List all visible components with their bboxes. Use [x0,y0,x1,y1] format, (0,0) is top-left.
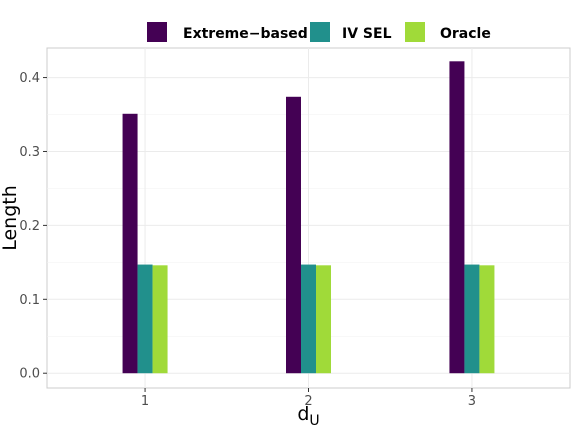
legend-item-oracle: Oracle [405,22,491,42]
bar-oracle-3 [479,265,495,374]
legend: Extreme−based IV SEL Oracle [147,22,491,42]
legend-label: IV SEL [342,26,392,42]
bar-iv-sel-1 [137,264,153,374]
y-tick-label: 0.3 [19,145,40,160]
legend-swatch [310,22,330,42]
legend-item-extreme-based: Extreme−based [147,22,308,42]
y-tick-label: 0.2 [19,219,40,234]
y-tick-label: 0.4 [19,71,40,86]
legend-label: Oracle [440,26,491,42]
bar-oracle-1 [152,265,168,374]
x-axis-title-subscript: U [309,413,319,429]
y-tick-label: 0.1 [19,293,40,308]
bar-iv-sel-2 [301,264,316,374]
x-tick-label: 1 [141,394,149,409]
x-tick-label: 2 [304,394,312,409]
x-axis-title: dU [297,403,319,429]
y-axis-ticks: 0.0 0.1 0.2 0.3 0.4 [19,71,47,382]
x-axis-title-main: d [297,403,309,425]
bar-extreme-based-1 [122,113,138,374]
x-axis-ticks: 1 2 3 [141,388,476,409]
bar-oracle-2 [316,265,331,374]
bars [122,61,495,374]
legend-swatch [405,22,425,42]
bar-extreme-based-3 [449,61,465,374]
bar-extreme-based-2 [286,96,301,374]
legend-label: Extreme−based [183,26,308,42]
bar-iv-sel-3 [464,264,480,374]
legend-item-iv-sel: IV SEL [310,22,392,42]
y-tick-label: 0.0 [19,367,40,382]
y-axis-title: Length [0,185,21,251]
x-tick-label: 3 [468,394,476,409]
legend-swatch [147,22,167,42]
